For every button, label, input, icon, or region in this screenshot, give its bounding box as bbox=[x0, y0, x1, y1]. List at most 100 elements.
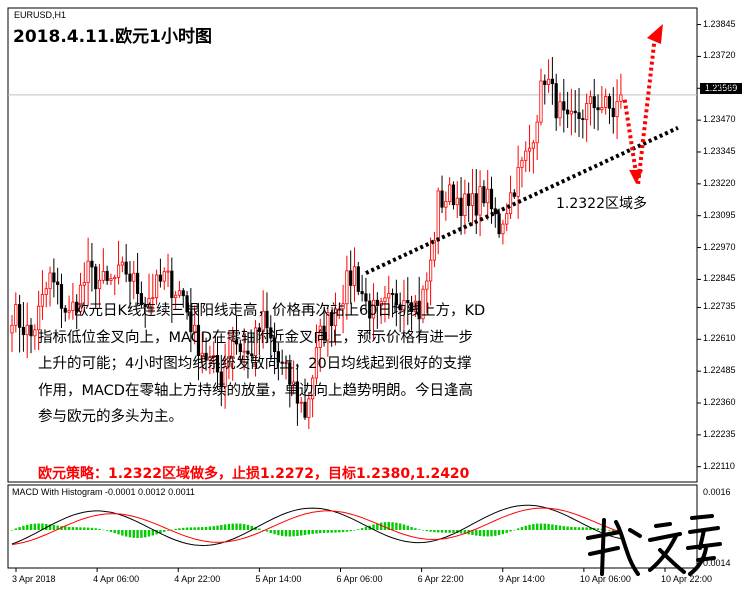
macd-histogram-bar bbox=[494, 530, 497, 536]
candle bbox=[330, 312, 334, 327]
macd-histogram-bar bbox=[159, 530, 162, 534]
candle bbox=[269, 327, 273, 339]
macd-histogram-bar bbox=[208, 526, 212, 530]
candle bbox=[90, 260, 94, 268]
candle bbox=[318, 325, 322, 348]
analysis-line: 作用，MACD在零轴上方持续的放量，单边向上趋势明朗。今日逢高 bbox=[38, 382, 473, 399]
macd-histogram-bar bbox=[48, 524, 52, 530]
macd-histogram-bar bbox=[437, 530, 440, 533]
candle bbox=[151, 297, 155, 300]
candle bbox=[611, 107, 615, 118]
macd-histogram-bar bbox=[250, 525, 253, 530]
macd-histogram-bar bbox=[284, 530, 288, 537]
macd-histogram-bar bbox=[128, 530, 132, 538]
macd-histogram-bar bbox=[357, 529, 360, 530]
macd-histogram-bar bbox=[440, 530, 444, 533]
candle bbox=[231, 340, 235, 357]
macd-histogram-bar bbox=[509, 530, 512, 532]
macd-histogram-bar bbox=[105, 530, 109, 531]
candle bbox=[67, 310, 71, 313]
candle bbox=[132, 272, 136, 282]
macd-histogram-bar bbox=[421, 530, 425, 531]
time-tick-label: 5 Apr 14:00 bbox=[255, 574, 302, 584]
price-panel-frame bbox=[7, 7, 698, 483]
candle bbox=[189, 311, 193, 333]
price-tick-label: 1.22110 bbox=[703, 460, 735, 471]
candle bbox=[592, 96, 596, 109]
candle bbox=[253, 327, 258, 357]
macd-histogram-bar bbox=[292, 530, 295, 537]
analysis-line: 欧元日K线连续三根阳线走高，价格再次站上60日均线上方，KD bbox=[74, 303, 486, 319]
macd-histogram-bar bbox=[300, 530, 303, 536]
candle bbox=[524, 150, 528, 161]
candle bbox=[40, 294, 45, 307]
macd-histogram-bar bbox=[239, 523, 242, 530]
macd-histogram-bar bbox=[242, 524, 246, 530]
candle bbox=[432, 240, 437, 261]
price-tick-label: 1.23720 bbox=[703, 50, 736, 61]
macd-histogram-bar bbox=[136, 530, 139, 538]
candle bbox=[429, 259, 433, 282]
candle bbox=[531, 142, 535, 149]
candle bbox=[360, 291, 364, 295]
macd-histogram-bar bbox=[478, 530, 482, 537]
macd-histogram-bar bbox=[589, 527, 592, 530]
macd-histogram-bar bbox=[406, 525, 409, 530]
macd-line bbox=[11, 504, 621, 547]
macd-histogram-bar bbox=[353, 530, 356, 531]
price-tick-label: 1.22845 bbox=[703, 273, 736, 284]
candle bbox=[86, 260, 90, 283]
symbol-label: EURUSD,H1 bbox=[14, 10, 67, 20]
candle bbox=[10, 324, 14, 334]
candle bbox=[124, 261, 128, 275]
candle bbox=[467, 193, 471, 206]
macd-histogram-bar bbox=[147, 530, 151, 537]
macd-histogram-bar bbox=[612, 530, 615, 532]
macd-histogram-bar bbox=[258, 528, 261, 530]
candle bbox=[78, 284, 83, 312]
macd-histogram-bar bbox=[155, 530, 158, 535]
price-tick-label: 1.23595 bbox=[703, 82, 736, 93]
candle bbox=[170, 270, 174, 299]
macd-histogram-bar bbox=[528, 524, 531, 530]
macd-histogram-bar bbox=[486, 530, 489, 537]
candle bbox=[406, 300, 410, 304]
candle bbox=[246, 350, 250, 355]
macd-histogram-bar bbox=[471, 530, 474, 536]
candle bbox=[345, 270, 349, 305]
price-tick-label: 1.22970 bbox=[703, 241, 736, 252]
candle bbox=[588, 96, 593, 104]
candle bbox=[147, 298, 151, 308]
candle bbox=[200, 352, 204, 356]
candle bbox=[398, 304, 402, 311]
candle bbox=[234, 340, 239, 345]
macd-histogram-bar bbox=[554, 525, 558, 530]
macd-histogram-bar bbox=[143, 530, 147, 538]
macd-histogram-bar bbox=[14, 528, 18, 530]
candle bbox=[459, 197, 463, 217]
candle bbox=[162, 271, 166, 282]
candle bbox=[448, 184, 452, 202]
candle bbox=[371, 299, 376, 319]
macd-histogram-bar bbox=[364, 526, 368, 530]
candle bbox=[276, 351, 280, 363]
candle bbox=[166, 270, 170, 273]
candle bbox=[322, 325, 326, 341]
macd-histogram-bar bbox=[444, 530, 448, 533]
macd-histogram-bar bbox=[121, 530, 124, 536]
macd-histogram-bar bbox=[280, 530, 284, 536]
price-tick-label: 1.22360 bbox=[703, 397, 736, 407]
time-tick-label: 3 Apr 2018 bbox=[12, 574, 56, 584]
candle bbox=[37, 305, 41, 331]
macd-histogram-bar bbox=[539, 523, 543, 530]
current-price-tag: 1.23569 bbox=[700, 83, 742, 94]
candle bbox=[512, 192, 516, 197]
macd-histogram-bar bbox=[391, 522, 394, 530]
candle bbox=[48, 272, 52, 290]
price-tick-label: 1.22735 bbox=[703, 301, 736, 312]
forecast-arrowhead-down bbox=[629, 169, 644, 184]
macd-histogram-bar bbox=[398, 523, 402, 530]
price-tick-label: 1.22235 bbox=[703, 428, 736, 439]
macd-histogram-bar bbox=[41, 523, 44, 530]
macd-histogram-bar bbox=[497, 530, 501, 536]
